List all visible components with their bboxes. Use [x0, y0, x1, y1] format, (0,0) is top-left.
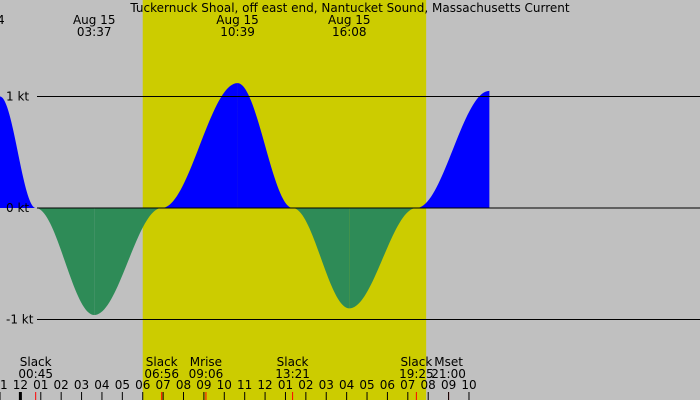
event-time-label: 21:00 [431, 367, 466, 381]
current-areas [0, 83, 490, 316]
extreme-date-label: Aug 15 [73, 13, 116, 27]
hour-tick-label: 04 [94, 378, 109, 392]
event-name-label: Slack [146, 355, 178, 369]
hour-tick-label: 09 [441, 378, 456, 392]
flood-area [237, 83, 293, 208]
flood-area [416, 90, 490, 208]
hour-tick-label: 01 [278, 378, 293, 392]
y-tick-label: -1 kt [6, 313, 34, 327]
extreme-time-label: 16:08 [332, 25, 367, 39]
hour-tick-label: 02 [54, 378, 69, 392]
hour-tick-label: 06 [135, 378, 150, 392]
hour-tick-label: 09 [196, 378, 211, 392]
flood-area [0, 96, 36, 208]
ebb-area [349, 208, 417, 309]
flood-area [161, 83, 238, 208]
hour-tick-label: 12 [13, 378, 28, 392]
extreme-date-label: Aug 15 [328, 13, 371, 27]
event-name-label: Slack [400, 355, 432, 369]
hour-tick-label: 08 [421, 378, 436, 392]
hour-tick-label: 02 [298, 378, 313, 392]
hour-axis: 11 12 01 02 03 04 05 06 07 08 09 10 11 12 01 02 03 04 05 06… [0, 378, 477, 400]
extreme-time-label: 03:37 [77, 25, 112, 39]
hour-tick-label: 03 [319, 378, 334, 392]
hour-tick-label: 11 [0, 378, 8, 392]
hour-tick-label: 04 [339, 378, 354, 392]
hour-tick-label: 12 [257, 378, 272, 392]
hour-tick-label: 08 [176, 378, 191, 392]
chart-title: Tuckernuck Shoal, off east end, Nantucke… [129, 1, 569, 15]
event-name-label: Mset [434, 355, 463, 369]
event-labels: Slack00:45Slack06:56Mrise09:06Slack13:21… [18, 355, 466, 400]
y-tick-label: 0 kt [6, 201, 29, 215]
event-time-label: 19:25 [399, 367, 434, 381]
event-time-label: 13:21 [275, 367, 310, 381]
event-name-label: Slack [277, 355, 309, 369]
y-gridlines: 1 kt 0 kt -1 kt [6, 90, 700, 327]
event-name-label: Mrise [190, 355, 222, 369]
hour-tick-label: 01 [33, 378, 48, 392]
corner-label: 4 [0, 13, 5, 27]
event-name-label: Slack [20, 355, 52, 369]
ebb-area [292, 208, 350, 309]
hour-tick-label: 05 [359, 378, 374, 392]
hour-tick-label: 11 [237, 378, 252, 392]
extreme-date-label: Aug 15 [216, 13, 259, 27]
ebb-area [94, 208, 162, 316]
y-tick-label: 1 kt [6, 90, 29, 104]
event-time-label: 06:56 [144, 367, 179, 381]
ebb-area [35, 208, 95, 316]
event-time-label: 09:06 [189, 367, 224, 381]
hour-tick-label: 10 [461, 378, 476, 392]
hour-tick-label: 07 [155, 378, 170, 392]
hour-tick-label: 05 [115, 378, 130, 392]
hour-tick-label: 07 [400, 378, 415, 392]
hour-tick-label: 03 [74, 378, 89, 392]
event-time-label: 00:45 [18, 367, 53, 381]
extreme-time-label: 10:39 [220, 25, 255, 39]
hour-tick-label: 06 [380, 378, 395, 392]
hour-tick-label: 10 [217, 378, 232, 392]
